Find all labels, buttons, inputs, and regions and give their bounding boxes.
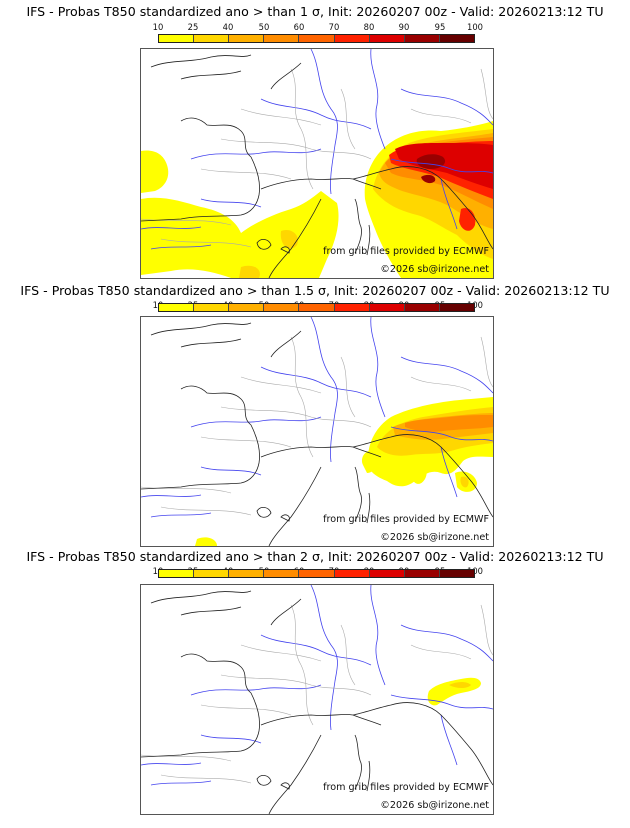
panel-3-title: IFS - Probas T850 standardized ano > tha… xyxy=(26,549,604,564)
colorbar-segment xyxy=(264,304,300,311)
copyright-credit: ©2026 sb@irizone.net xyxy=(380,264,489,275)
probability-fill xyxy=(195,397,493,546)
probability-map-2 xyxy=(141,317,493,546)
probability-map-3 xyxy=(141,585,493,814)
colorbar-segment xyxy=(299,35,335,42)
colorbar-segment xyxy=(299,304,335,311)
colorbar-segment xyxy=(194,570,230,577)
colorbar-segment xyxy=(229,304,265,311)
colorbar-segment xyxy=(369,304,405,311)
colorbar-tick: 90 xyxy=(398,22,410,32)
colorbar-segment xyxy=(159,35,195,42)
colorbar-tick: 50 xyxy=(258,22,270,32)
colorbar-segment xyxy=(439,570,474,577)
source-credit: from grib files provided by ECMWF xyxy=(323,514,489,525)
colorbar-segment xyxy=(334,35,370,42)
colorbar-segment xyxy=(194,304,230,311)
probability-map-1 xyxy=(141,49,493,278)
map-panel-3: from grib files provided by ECMWF ©2026 … xyxy=(140,584,494,815)
copyright-credit: ©2026 sb@irizone.net xyxy=(380,800,489,811)
colorbar-segment xyxy=(439,304,474,311)
colorbar-tick: 100 xyxy=(467,566,483,576)
colorbar-tick: 25 xyxy=(187,22,199,32)
probability-fill xyxy=(427,677,481,706)
colorbar-tick: 80 xyxy=(363,22,375,32)
colorbar-1 xyxy=(158,34,475,43)
colorbar-segment xyxy=(194,35,230,42)
colorbar-segment xyxy=(264,35,300,42)
colorbar-tick: 95 xyxy=(434,22,446,32)
colorbar-tick: 60 xyxy=(293,22,305,32)
colorbar-tick: 40 xyxy=(222,22,234,32)
colorbar-tick: 10 xyxy=(152,22,164,32)
colorbar-segment xyxy=(229,570,265,577)
colorbar-segment xyxy=(334,304,370,311)
colorbar-segment xyxy=(404,570,440,577)
colorbar-3 xyxy=(158,569,475,578)
map-panel-2: from grib files provided by ECMWF ©2026 … xyxy=(140,316,494,547)
probability-fill xyxy=(141,121,493,278)
colorbar-tick: 100 xyxy=(467,300,483,310)
colorbar-segment xyxy=(369,35,405,42)
colorbar-segment xyxy=(404,304,440,311)
colorbar-segment xyxy=(264,570,300,577)
colorbar-segment xyxy=(229,35,265,42)
colorbar-segment xyxy=(334,570,370,577)
copyright-credit: ©2026 sb@irizone.net xyxy=(380,532,489,543)
colorbar-segment xyxy=(439,35,474,42)
colorbar-1-ticks: 10 25 40 50 60 70 80 90 95 100 xyxy=(150,22,490,33)
colorbar-segment xyxy=(404,35,440,42)
panel-2-title: IFS - Probas T850 standardized ano > tha… xyxy=(20,283,610,298)
colorbar-segment xyxy=(369,570,405,577)
source-credit: from grib files provided by ECMWF xyxy=(323,782,489,793)
panel-1-title: IFS - Probas T850 standardized ano > tha… xyxy=(26,4,604,19)
colorbar-segment xyxy=(299,570,335,577)
map-panel-1: from grib files provided by ECMWF ©2026 … xyxy=(140,48,494,279)
colorbar-tick: 70 xyxy=(328,22,340,32)
colorbar-2 xyxy=(158,303,475,312)
colorbar-segment xyxy=(159,570,195,577)
source-credit: from grib files provided by ECMWF xyxy=(323,246,489,257)
colorbar-segment xyxy=(159,304,195,311)
colorbar-tick: 100 xyxy=(467,22,483,32)
